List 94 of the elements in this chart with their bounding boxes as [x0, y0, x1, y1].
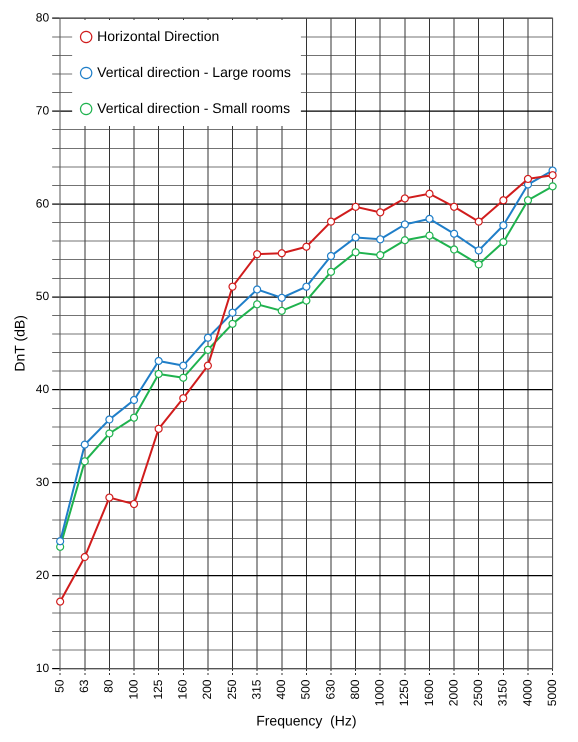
- point: [499, 196, 508, 204]
- point: [204, 362, 212, 370]
- point: [228, 282, 237, 291]
- point: [278, 306, 286, 315]
- x-tick-label: 50: [52, 679, 66, 693]
- point: [450, 245, 458, 254]
- point: [80, 552, 89, 562]
- point: [450, 202, 458, 211]
- legend-label: Horizontal Direction: [97, 28, 220, 44]
- point: [474, 260, 483, 268]
- y-tick-label: 50: [36, 289, 50, 304]
- point: [326, 252, 336, 260]
- point: [548, 182, 557, 190]
- point: [425, 231, 434, 240]
- x-tick-label: 200: [200, 679, 214, 700]
- point: [474, 218, 483, 226]
- point: [278, 294, 286, 302]
- point: [228, 320, 237, 328]
- point: [154, 370, 163, 378]
- point: [548, 171, 557, 180]
- x-tick-label: 80: [102, 679, 116, 693]
- point: [105, 415, 114, 424]
- point: [80, 440, 89, 449]
- x-tick-label: 1600: [422, 679, 436, 706]
- point: [253, 300, 262, 308]
- x-tick-label: 1250: [397, 679, 412, 706]
- point: [326, 268, 336, 276]
- point: [425, 214, 434, 223]
- point: [450, 230, 458, 238]
- x-tick-label: 630: [323, 679, 338, 700]
- point: [302, 296, 310, 305]
- x-tick-label: 160: [176, 679, 190, 700]
- point: [56, 537, 64, 546]
- point: [130, 414, 138, 422]
- y-tick-label: 70: [36, 103, 50, 118]
- point: [253, 250, 262, 258]
- y-tick-label: 60: [36, 196, 50, 210]
- x-tick-label: 1000: [372, 679, 387, 706]
- point: [204, 334, 212, 342]
- x-tick-label: 500: [298, 679, 313, 700]
- point: [400, 194, 409, 203]
- x-tick-label: 315: [249, 679, 264, 700]
- point: [179, 394, 188, 402]
- point: [352, 248, 360, 256]
- x-axis-title: Frequency (Hz): [256, 712, 357, 728]
- y-tick-label: 20: [36, 568, 50, 582]
- point: [352, 233, 360, 242]
- point: [302, 282, 310, 291]
- point: [326, 218, 336, 226]
- y-tick-label: 40: [36, 382, 50, 396]
- x-tick-label: 400: [274, 679, 288, 700]
- x-tick-label: 5000: [544, 679, 559, 706]
- x-tick-label: 4000: [520, 679, 534, 706]
- y-tick-label: 10: [36, 660, 50, 675]
- legend-label: Vertical direction - Small rooms: [97, 100, 290, 116]
- point: [179, 362, 188, 370]
- point: [352, 202, 360, 211]
- point: [376, 208, 384, 216]
- legend-label: Vertical direction - Large rooms: [97, 64, 291, 80]
- point: [56, 598, 64, 606]
- x-tick-label: 250: [224, 679, 239, 700]
- x-tick-label: 100: [126, 679, 140, 700]
- point: [376, 235, 384, 244]
- x-tick-label: 125: [150, 679, 165, 700]
- point: [228, 308, 237, 317]
- y-tick-label: 80: [36, 10, 50, 25]
- x-tick-label: 2000: [446, 679, 460, 706]
- point: [302, 242, 310, 251]
- point: [400, 220, 409, 229]
- point: [400, 236, 409, 244]
- x-tick-label: 2500: [471, 679, 486, 706]
- x-tick-label: 3150: [496, 679, 510, 706]
- point: [524, 196, 532, 204]
- point: [499, 238, 508, 246]
- point: [130, 396, 138, 404]
- point: [253, 285, 262, 294]
- point: [499, 221, 508, 230]
- point: [425, 190, 434, 198]
- point: [179, 374, 188, 382]
- point: [154, 356, 163, 366]
- y-axis-title: DnT (dB): [11, 315, 28, 372]
- point: [105, 429, 114, 438]
- y-tick-label: 30: [36, 475, 50, 490]
- point: [154, 424, 163, 433]
- x-tick-label: 800: [348, 679, 362, 700]
- point: [474, 246, 483, 255]
- point: [105, 493, 114, 502]
- point: [278, 249, 286, 258]
- x-tick-label: 63: [77, 679, 92, 693]
- point: [376, 250, 384, 260]
- point: [80, 457, 89, 466]
- point: [524, 174, 532, 184]
- point: [130, 500, 138, 508]
- point: [204, 346, 212, 354]
